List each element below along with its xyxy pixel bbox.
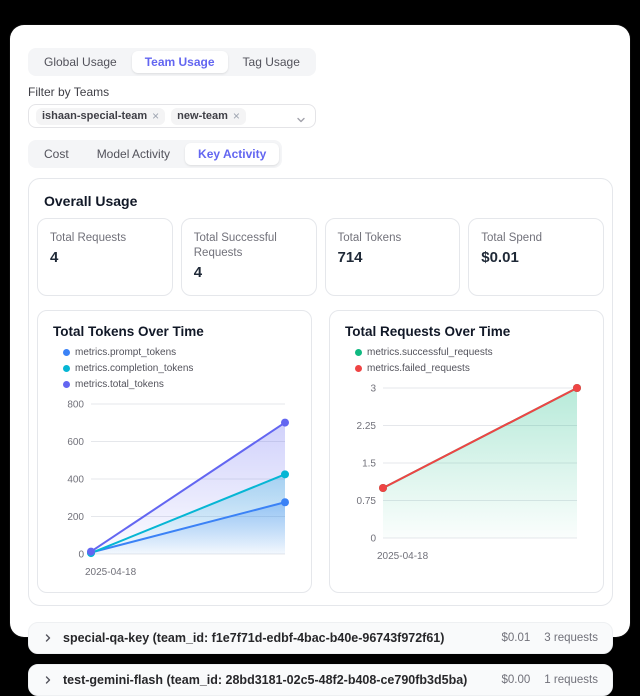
area-chart-svg: 0 0.75 1.5 2.25 3 2025-04-18 (357, 384, 581, 562)
legend-dot-icon (63, 349, 70, 356)
chart-title: Total Tokens Over Time (53, 324, 204, 339)
stat-label: Total Requests (50, 232, 127, 244)
requests-area-chart: 0 0.75 1.5 2.25 3 2025-04-18 (345, 378, 588, 568)
team-chip-label: new-team (177, 109, 228, 122)
legend-dot-icon (63, 381, 70, 388)
key-row-requests: 1 requests (544, 674, 598, 686)
team-chip-new-team[interactable]: new-team × (171, 107, 246, 125)
key-row-requests: 3 requests (544, 632, 598, 644)
tab-cost[interactable]: Cost (31, 143, 82, 165)
remove-chip-icon[interactable]: × (152, 109, 160, 123)
svg-text:400: 400 (67, 475, 84, 486)
panel-title: Overall Usage (44, 193, 138, 209)
stat-label: Total Tokens (337, 232, 402, 244)
svg-text:2025-04-18: 2025-04-18 (377, 551, 429, 562)
svg-text:2025-04-18: 2025-04-18 (85, 567, 137, 578)
stat-value: $0.01 (481, 249, 519, 266)
tab-global-usage[interactable]: Global Usage (31, 51, 130, 73)
key-row[interactable]: special-qa-key (team_id: f1e7f71d-edbf-4… (28, 622, 613, 654)
stat-value: 714 (337, 249, 363, 266)
tab-key-activity[interactable]: Key Activity (185, 143, 280, 165)
legend-item-metrics-prompt-tokens: metrics.prompt_tokens (63, 347, 176, 358)
chart-legend: metrics.successful_requests metrics.faile… (345, 347, 588, 374)
svg-text:0.75: 0.75 (357, 496, 377, 507)
team-chip-ishaan-special-team[interactable]: ishaan-special-team × (36, 107, 166, 125)
svg-text:1.5: 1.5 (362, 459, 376, 470)
legend-label: metrics.successful_requests (367, 347, 493, 358)
team-chips: ishaan-special-team × new-team × (36, 107, 246, 125)
chart-title: Total Requests Over Time (345, 324, 511, 339)
stat-card-total-tokens: Total Tokens 714 (324, 218, 461, 296)
key-rows-list: special-qa-key (team_id: f1e7f71d-edbf-4… (28, 622, 613, 696)
legend-item-metrics-completion-tokens: metrics.completion_tokens (63, 363, 193, 374)
usage-dashboard-window: Global Usage Team Usage Tag Usage Filter b… (10, 25, 630, 696)
svg-text:2.25: 2.25 (357, 421, 377, 432)
team-filter-select[interactable]: ishaan-special-team × new-team × (28, 104, 316, 128)
stat-value: 4 (193, 264, 203, 281)
legend-label: metrics.completion_tokens (75, 363, 194, 374)
usage-tabs: Global Usage Team Usage Tag Usage (28, 48, 316, 76)
chart-legend: metrics.prompt_tokens metrics.completion_… (53, 347, 296, 390)
legend-dot-icon (63, 365, 70, 372)
chevron-right-icon[interactable] (43, 633, 53, 643)
team-chip-label: ishaan-special-team (42, 109, 148, 122)
svg-text:3: 3 (370, 384, 376, 395)
tab-tag-usage[interactable]: Tag Usage (230, 51, 313, 73)
chevron-right-icon[interactable] (43, 675, 53, 685)
overall-usage-panel: Overall Usage Total Requests 4 Total Succe… (28, 178, 613, 606)
svg-text:600: 600 (67, 437, 84, 448)
tab-model-activity[interactable]: Model Activity (84, 143, 183, 165)
stat-label: Total Spend (481, 232, 542, 244)
stat-card-total-successful-requests: Total Successful Requests 4 (180, 218, 317, 296)
filter-by-teams-label: Filter by Teams (28, 85, 110, 99)
svg-text:0: 0 (370, 534, 376, 545)
stat-card-total-spend: Total Spend $0.01 (468, 218, 604, 296)
stats-grid: Total Requests 4 Total Successful Requests… (37, 218, 604, 296)
svg-text:800: 800 (67, 400, 84, 411)
stat-card-total-requests: Total Requests 4 (37, 218, 173, 296)
chevron-down-icon[interactable] (296, 112, 306, 130)
legend-label: metrics.total_tokens (75, 379, 164, 390)
key-row-spend: $0.01 (501, 632, 531, 644)
key-row-title: special-qa-key (team_id: f1e7f71d-edbf-4… (63, 631, 445, 645)
requests-chart-card: Total Requests Over Time metrics.success… (329, 310, 604, 593)
legend-item-metrics-successful-requests: metrics.successful_requests (355, 347, 588, 358)
svg-text:200: 200 (67, 512, 84, 523)
charts-grid: Total Tokens Over Time metrics.prompt_to… (37, 310, 604, 593)
tokens-area-chart: 0 200 400 600 800 2025-04-18 (53, 394, 296, 584)
key-row-spend: $0.00 (501, 674, 531, 686)
legend-item-metrics-failed-requests: metrics.failed_requests (355, 363, 588, 374)
key-row-title: test-gemini-flash (team_id: 28bd3181-02c… (63, 673, 468, 687)
stat-value: 4 (50, 249, 59, 266)
tab-team-usage[interactable]: Team Usage (131, 51, 228, 73)
key-row[interactable]: test-gemini-flash (team_id: 28bd3181-02c… (28, 664, 613, 696)
legend-label: metrics.prompt_tokens (75, 347, 177, 358)
area-chart-svg: 0 200 400 600 800 2025-04-18 (67, 400, 289, 578)
legend-dot-icon (355, 349, 362, 356)
activity-tabs: Cost Model Activity Key Activity (28, 140, 283, 168)
remove-chip-icon[interactable]: × (232, 109, 240, 123)
tokens-chart-card: Total Tokens Over Time metrics.prompt_to… (37, 310, 312, 593)
legend-dot-icon (355, 365, 362, 372)
legend-item-metrics-total-tokens: metrics.total_tokens (63, 379, 164, 390)
legend-label: metrics.failed_requests (367, 363, 470, 374)
svg-text:0: 0 (78, 550, 84, 561)
stat-label: Total Successful Requests (193, 232, 277, 259)
